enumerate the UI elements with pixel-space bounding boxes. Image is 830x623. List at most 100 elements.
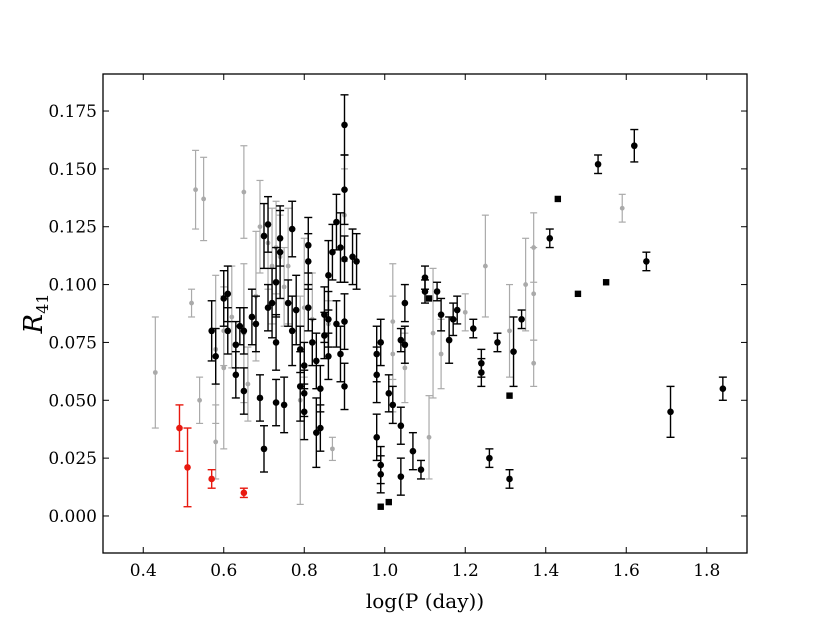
data-point: [288, 327, 296, 335]
data-point: [619, 205, 625, 211]
y-tick-label: 0.150: [48, 160, 97, 180]
data-point: [377, 471, 385, 478]
axis-ticks: [103, 74, 747, 553]
data-point: [401, 341, 409, 349]
x-tick-label: 0.6: [210, 561, 237, 581]
data-point: [269, 263, 275, 269]
y-tick-label: 0.100: [48, 276, 97, 296]
data-point: [264, 304, 272, 312]
data-point: [337, 350, 344, 358]
data-point: [304, 304, 312, 312]
data-point: [212, 353, 219, 360]
y-axis-label: R41: [19, 294, 52, 335]
data-point: [224, 327, 232, 335]
data-point: [240, 489, 248, 497]
data-series: [151, 94, 727, 510]
data-point: [341, 186, 348, 194]
x-tick-label: 1.0: [371, 561, 398, 581]
data-point: [390, 319, 396, 324]
data-point: [193, 187, 198, 193]
data-point: [236, 322, 244, 330]
y-tick-label: 0.075: [48, 333, 97, 353]
data-point: [341, 255, 348, 263]
data-point: [631, 142, 638, 150]
data-point: [176, 424, 183, 432]
data-point: [197, 397, 203, 403]
data-point: [385, 498, 392, 506]
data-point: [470, 325, 477, 332]
data-point: [313, 357, 320, 365]
data-point: [213, 439, 219, 445]
data-point: [232, 341, 240, 349]
data-point: [507, 328, 512, 334]
data-point: [643, 258, 650, 265]
data-point: [248, 313, 256, 321]
data-point: [421, 274, 429, 281]
data-point: [531, 360, 537, 366]
data-point: [317, 424, 324, 432]
data-point: [280, 401, 288, 409]
data-point: [272, 399, 280, 406]
data-point: [264, 221, 272, 228]
data-point: [385, 390, 393, 397]
data-point: [449, 315, 457, 323]
data-point: [281, 284, 287, 290]
data-point: [300, 408, 308, 416]
y-tick-label: 0.175: [48, 102, 97, 122]
y-tick-label: 0.025: [48, 449, 97, 469]
data-point: [201, 196, 207, 202]
data-point: [433, 288, 441, 295]
data-point: [546, 234, 554, 242]
data-point: [430, 330, 436, 336]
data-point: [719, 385, 727, 393]
data-point: [373, 433, 381, 441]
data-point: [486, 454, 493, 462]
data-point: [321, 311, 328, 318]
x-tick-label: 0.8: [291, 561, 318, 581]
data-point: [325, 272, 332, 279]
tick-labels: 0.4 0.6 0.8 1.0 1.2 1.4 1.6 1.8 0.000 0.025 0.050 0…: [48, 102, 720, 581]
data-point: [341, 383, 348, 390]
data-point: [389, 401, 397, 409]
data-point: [229, 314, 235, 320]
x-tick-label: 1.2: [452, 561, 479, 581]
data-point: [221, 365, 227, 371]
data-point: [523, 282, 529, 287]
data-point: [220, 295, 228, 302]
data-point: [330, 446, 335, 452]
data-point: [353, 258, 360, 265]
data-point: [437, 311, 445, 318]
data-point: [232, 371, 240, 379]
data-point: [445, 336, 453, 344]
y-axis-label-main: R: [19, 314, 49, 335]
series-group: [175, 404, 248, 508]
data-point: [241, 189, 247, 195]
plot-frame: [102, 73, 748, 554]
data-point: [373, 371, 381, 379]
y-tick-label: 0.050: [48, 391, 97, 411]
data-point: [425, 295, 433, 302]
data-point: [189, 300, 194, 306]
series-group: [377, 195, 610, 510]
data-point: [349, 253, 356, 261]
data-point: [462, 309, 468, 315]
y-tick-label: 0.125: [48, 218, 97, 238]
data-point: [208, 475, 215, 483]
data-point: [272, 339, 280, 346]
data-point: [245, 381, 251, 387]
data-point: [417, 466, 425, 473]
data-point: [402, 365, 408, 371]
data-point: [506, 392, 513, 399]
data-point: [184, 464, 191, 471]
x-tick-label: 0.4: [130, 561, 157, 581]
data-point: [426, 434, 432, 440]
data-point: [260, 232, 268, 240]
data-point: [325, 315, 332, 323]
data-point: [325, 353, 332, 360]
data-point: [337, 244, 344, 251]
data-point: [300, 362, 308, 369]
data-point: [313, 429, 320, 436]
x-tick-label: 1.6: [613, 561, 640, 581]
data-point: [341, 318, 348, 325]
data-point: [284, 299, 292, 307]
